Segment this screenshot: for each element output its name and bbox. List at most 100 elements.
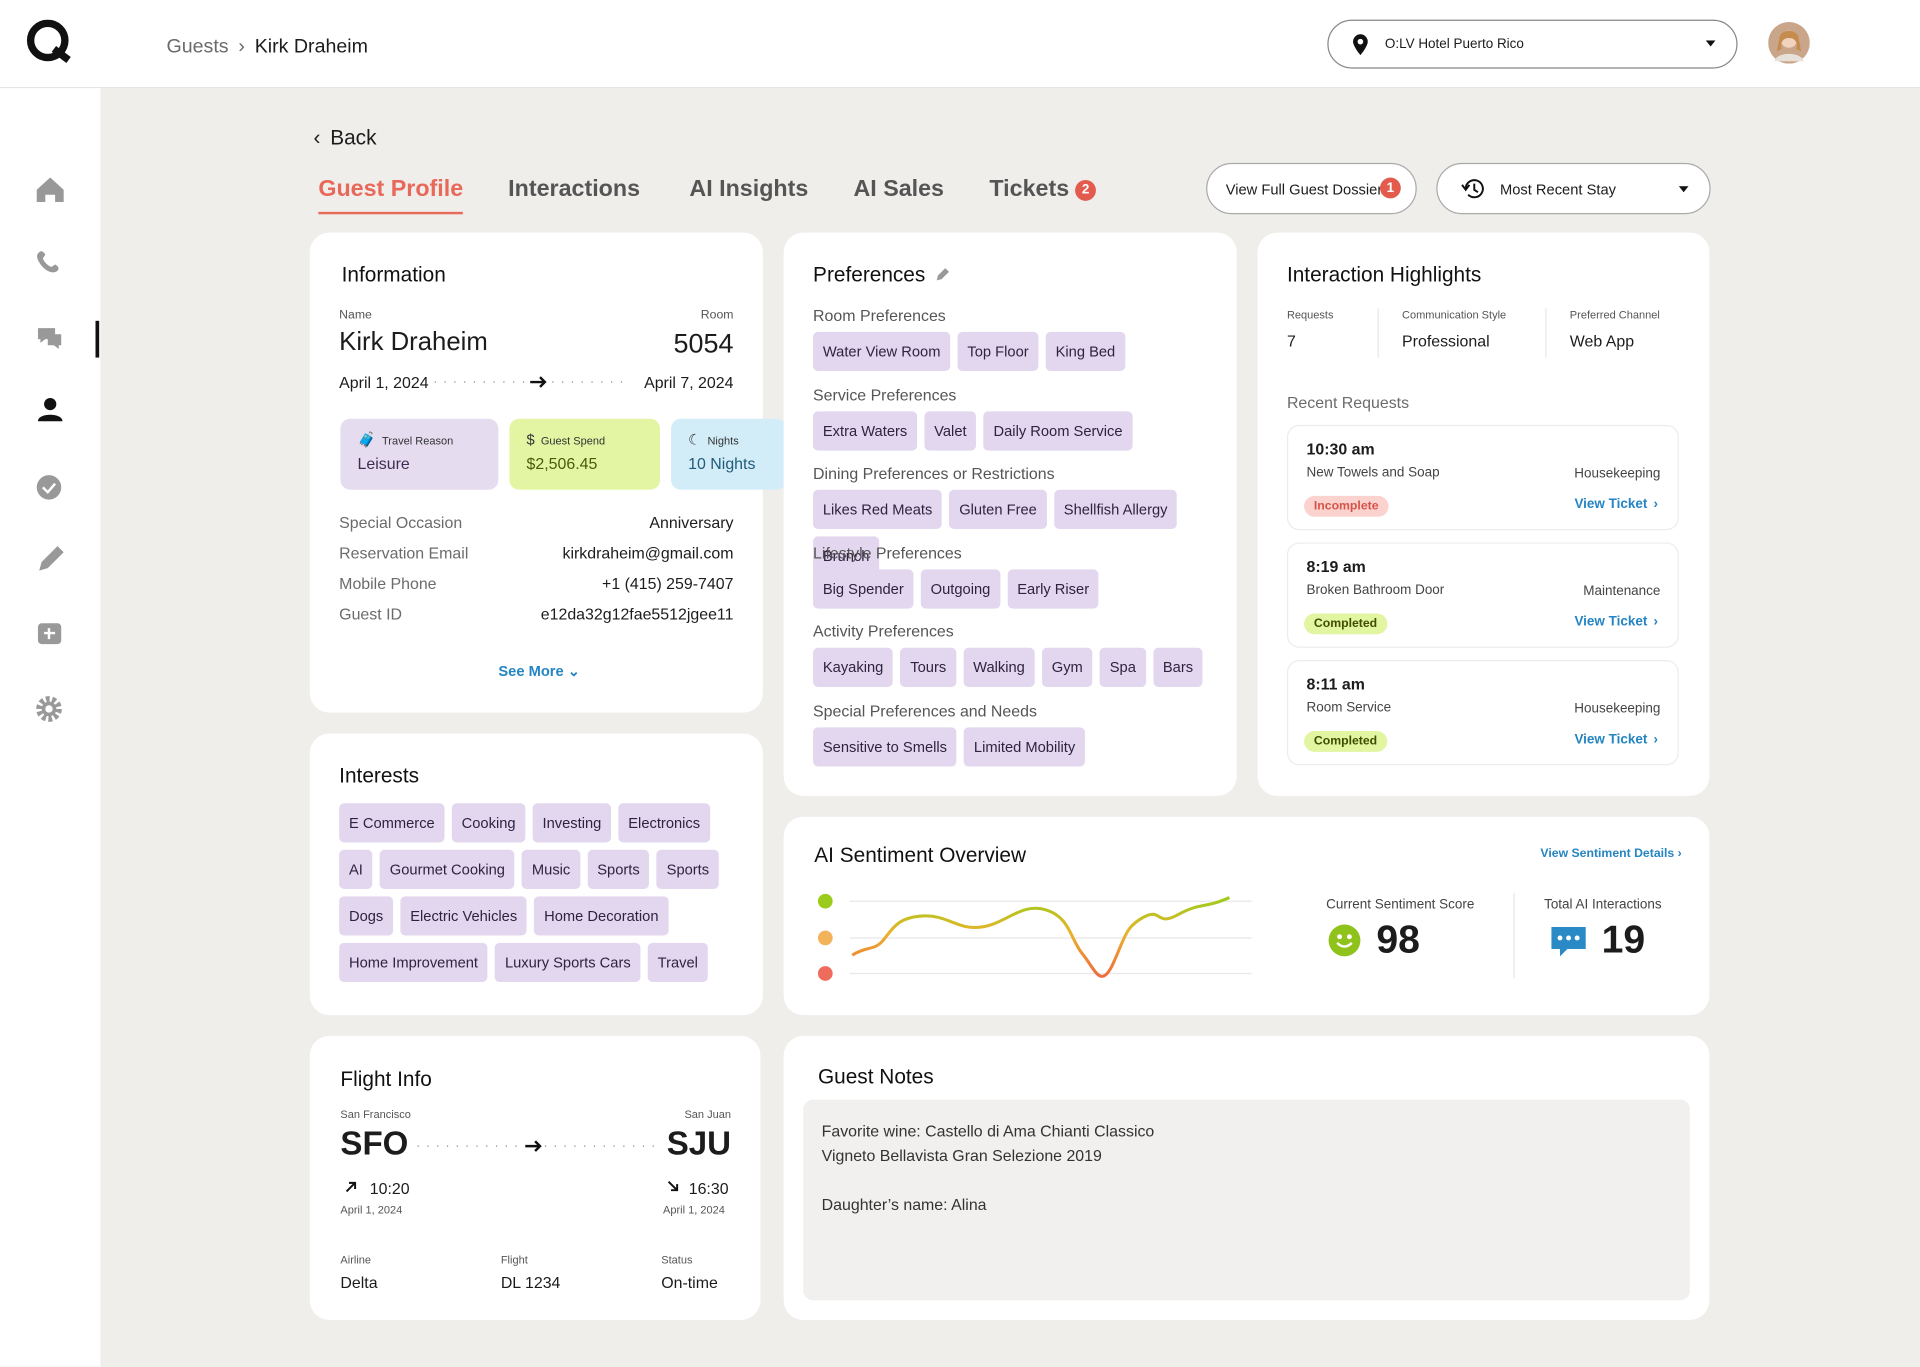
recent-title: Recent Requests (1286, 393, 1410, 412)
detail-label: Mobile Phone (339, 574, 437, 593)
to-code: SJU (666, 1125, 732, 1163)
note-paragraph: Daughter’s name: Alina (822, 1193, 1672, 1217)
sentiment-chart (817, 893, 1252, 981)
interest-tag: Travel (647, 942, 708, 983)
status-pill: Incomplete (1304, 495, 1389, 517)
divider (1513, 892, 1515, 979)
tab[interactable]: Guest Profile (318, 176, 464, 215)
group-title: Special Preferences and Needs (813, 701, 1037, 720)
preferences-card: Preferences Room Preferences Water View R… (783, 232, 1237, 796)
preference-group: Lifestyle Preferences Big Spender Outgoing… (813, 543, 1215, 622)
request-text: New Towels and Soap (1306, 465, 1440, 481)
preference-tag: Bars (1153, 648, 1203, 688)
stat-label-text: Guest Spend (540, 434, 606, 447)
information-card: Information Name Kirk Draheim Room 5054 … (309, 232, 787, 713)
interest-tag: E Commerce (339, 803, 445, 843)
sidebar (0, 88, 101, 1367)
interest-tag: Electric Vehicles (400, 896, 528, 936)
flight-field: Status On-time (661, 1254, 718, 1292)
name-label: Name (339, 308, 372, 323)
request-time: 10:30 am (1306, 439, 1375, 458)
arrive-icon (667, 1180, 679, 1192)
preference-tag: Daily Room Service (983, 410, 1133, 451)
preference-group: Room Preferences Water View Room Top Floor… (813, 306, 1215, 385)
dossier-button[interactable]: View Full Guest Dossier 1 (1206, 162, 1417, 215)
tab-label: AI Sales (853, 176, 945, 203)
from-code: SFO (340, 1125, 409, 1163)
group-tags: Sensitive to Smells Limited Mobility (813, 727, 1215, 767)
group-tags: Big Spender Outgoing Early Riser (813, 569, 1215, 609)
interest-tag: Gourmet Cooking (380, 849, 515, 889)
request-department: Maintenance (1583, 584, 1661, 599)
note-line: Favorite wine: Castello di Ama Chianti C… (821, 1121, 1155, 1141)
interest-tag: Electronics (618, 803, 710, 843)
smiley-icon (1328, 924, 1361, 957)
divider (1545, 308, 1547, 358)
to-city: San Juan (684, 1108, 732, 1121)
preference-tag: Valet (924, 410, 977, 451)
settings-icon[interactable] (36, 696, 62, 722)
score-label: Current Sentiment Score (1326, 897, 1475, 913)
interest-tag: Home Decoration (534, 896, 669, 936)
tab[interactable]: AI Sales (853, 176, 944, 212)
tab-label: Guest Profile (318, 176, 464, 203)
preference-tag: Big Spender (813, 569, 914, 609)
avatar[interactable] (1768, 22, 1810, 64)
arrive-date: April 1, 2024 (663, 1203, 725, 1216)
hotel-name: O:LV Hotel Puerto Rico (1384, 36, 1524, 52)
stat-value: 7 (1286, 331, 1296, 351)
group-title: Room Preferences (813, 306, 946, 325)
card-title: Interaction Highlights (1286, 263, 1482, 287)
detail-label: Special Occasion (339, 513, 463, 532)
home-icon[interactable] (36, 177, 64, 203)
request-department: Housekeeping (1574, 466, 1661, 482)
view-ticket[interactable]: View Ticket › (1574, 732, 1658, 747)
sentiment-link[interactable]: View Sentiment Details › (1540, 847, 1681, 860)
group-tags: Extra Waters Valet Daily Room Service (813, 410, 1215, 451)
notes-box: Favorite wine: Castello di Ama Chianti C… (803, 1099, 1690, 1301)
check-icon[interactable] (36, 475, 62, 500)
card-title: Interests (339, 764, 420, 788)
detail-row: Reservation Email kirkdraheim@gmail.com (339, 544, 733, 562)
caret (1705, 40, 1716, 47)
stay-select[interactable]: Most Recent Stay (1436, 162, 1711, 215)
note-line: Vigneto Bellavista Gran Selezione 2019 (821, 1146, 1102, 1165)
tab[interactable]: Interactions (508, 176, 640, 212)
preference-tag: Water View Room (813, 331, 951, 372)
tab-label: Tickets (989, 176, 1070, 203)
preference-tag: Gluten Free (949, 490, 1047, 530)
stat-boxes: 🧳 Travel Reason Leisure $ Guest Spend $2,506.… (340, 418, 787, 490)
see-more-label: See More (498, 662, 564, 680)
stat-icon: $ (526, 431, 535, 449)
view-ticket[interactable]: View Ticket › (1574, 497, 1658, 512)
guest-icon[interactable] (44, 397, 57, 411)
status-pill: Completed (1304, 731, 1387, 752)
detail-label: Reservation Email (339, 543, 469, 563)
detail-value: Anniversary (649, 513, 734, 532)
edit-icon[interactable] (39, 546, 64, 571)
group-tags: Likes Red Meats Gluten Free Shellfish Alle… (813, 490, 1215, 576)
group-tags: Kayaking Tours Walking Gym Spa Bars (813, 648, 1215, 688)
tab[interactable]: AI Insights (689, 176, 808, 212)
phone-icon[interactable] (37, 251, 59, 273)
stat-value: Professional (1402, 331, 1490, 351)
view-ticket[interactable]: View Ticket › (1574, 615, 1658, 630)
interest-tag: Music (522, 849, 581, 889)
back-link[interactable]: ‹ Back (313, 126, 376, 150)
request-text: Room Service (1306, 700, 1392, 716)
tab-label: AI Insights (689, 176, 809, 203)
flight-field: Flight DL 1234 (501, 1254, 561, 1292)
chevron: › (1653, 732, 1658, 747)
hotel-select[interactable]: O:LV Hotel Puerto Rico (1327, 19, 1738, 69)
chat-icon[interactable] (37, 328, 62, 349)
see-more[interactable]: See More ⌄ (498, 662, 580, 679)
total-label: Total AI Interactions (1544, 897, 1662, 913)
edit-icon[interactable] (935, 267, 950, 282)
breadcrumb-item[interactable]: Guests (166, 36, 229, 58)
check-out: April 7, 2024 (644, 373, 734, 392)
tab[interactable]: Tickets 2 (989, 176, 1097, 212)
detail-row: Special Occasion Anniversary (339, 513, 733, 531)
